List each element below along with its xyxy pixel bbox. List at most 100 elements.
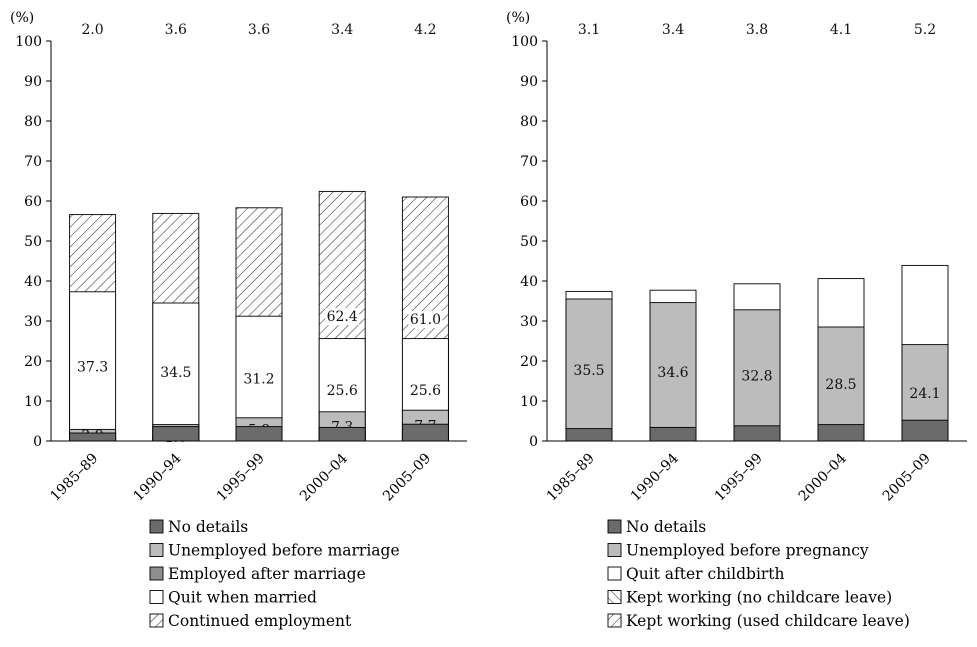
- label-bg: [408, 311, 443, 328]
- y-tick-label: 60: [520, 194, 538, 210]
- y-tick-label: 90: [24, 74, 42, 90]
- data-label-no-details: 4.2: [414, 22, 436, 38]
- legend-item-quit-when-married: Quit when married: [149, 589, 317, 607]
- y-tick-label: 20: [520, 354, 538, 370]
- y-tick-label: 0: [33, 434, 42, 450]
- segment-no-details: [733, 425, 781, 442]
- legend-label: Employed after marriage: [168, 565, 366, 583]
- legend-label: Quit after childbirth: [626, 565, 785, 583]
- data-label-quit-when-married: 25.6: [410, 383, 441, 399]
- y-tick-label: 20: [24, 354, 42, 370]
- data-label-no-details: 3.8: [746, 22, 768, 38]
- legend-item-employed-after-marriage: Employed after marriage: [149, 565, 366, 583]
- legend-swatch: [149, 543, 164, 557]
- segment-no-details: [565, 428, 613, 442]
- x-tick-label: 2000–04: [796, 450, 850, 504]
- x-tick-label: 2000–04: [297, 450, 351, 504]
- bar-1985-89: 5.718.337.435.53.1: [565, 22, 613, 442]
- segment-no-details: [901, 419, 949, 442]
- legend-label: Unemployed before pregnancy: [626, 542, 869, 560]
- x-tick-label: 2005–09: [380, 451, 434, 505]
- legend-swatch: [607, 590, 622, 604]
- legend-swatch: [149, 590, 164, 604]
- y-tick-label: 10: [24, 394, 42, 410]
- legend-swatch: [607, 566, 622, 581]
- y-unit-label: (%): [506, 10, 530, 26]
- bar-2000-04: 14.811.940.628.54.1: [817, 22, 865, 442]
- bar-1990-94: 56.934.51.04.13.6: [152, 22, 200, 446]
- legend-label: Continued employment: [168, 612, 352, 630]
- segment-quit-when-married: [69, 291, 117, 442]
- data-label-no-details: 4.1: [830, 22, 852, 38]
- data-label-unemployed-before-pregnancy: 35.5: [573, 363, 604, 379]
- segment-unemployed-before-pregnancy: [565, 298, 613, 442]
- data-label-no-details: 3.6: [165, 22, 187, 38]
- data-label-continued-employment: 61.0: [410, 312, 441, 328]
- chart-left-marriage: (%) 0 10 20 30 40 50 60 70 80 90 100 56.637.31.12.92…: [10, 10, 467, 630]
- segment-no-details: [69, 432, 117, 442]
- y-tick-label: 70: [24, 154, 42, 170]
- x-tick-label: 2005–09: [880, 451, 934, 505]
- x-tick-label: 1985–89: [47, 451, 101, 505]
- segment-no-details: [817, 424, 865, 442]
- bar-2005-09: 17.19.743.924.15.2: [901, 22, 949, 442]
- data-label-unemployed-before-pregnancy: 28.5: [825, 377, 856, 393]
- legend-item-no-details: No details: [149, 518, 248, 536]
- bar-2000-04: 62.425.61.27.33.4: [318, 22, 366, 445]
- legend-label: Kept working (used childcare leave): [626, 612, 910, 630]
- legend-swatch: [149, 566, 164, 581]
- bar-1990-94: 8.116.337.734.63.4: [649, 22, 697, 442]
- data-label-unemployed-before-pregnancy: 24.1: [909, 386, 940, 402]
- legend-item-unemployed-before-pregnancy: Unemployed before pregnancy: [607, 542, 869, 560]
- legend-label: No details: [626, 518, 706, 536]
- y-tick-label: 50: [520, 234, 538, 250]
- y-tick-label: 50: [24, 234, 42, 250]
- data-label-no-details: 2.0: [81, 22, 103, 38]
- legend-swatch: [607, 543, 622, 557]
- data-label-unemployed-before-pregnancy: 34.6: [657, 365, 688, 381]
- y-unit-label: (%): [10, 10, 34, 26]
- legend-swatch: [607, 613, 622, 628]
- y-tick-label: 10: [520, 394, 538, 410]
- data-label-no-details: 3.6: [248, 22, 270, 38]
- y-tick-label: 30: [520, 314, 538, 330]
- y-tick-label: 100: [511, 34, 538, 50]
- legend-label: Quit when married: [168, 589, 317, 607]
- x-tick-label: 1995–99: [214, 451, 268, 505]
- legend-item-continued-employment: Continued employment: [149, 612, 352, 630]
- bar-1995-99: 11.213.039.332.83.8: [733, 22, 781, 442]
- legend-item-unemployed-before-marriage: Unemployed before marriage: [149, 542, 400, 560]
- data-label-quit-when-married: 34.5: [160, 365, 191, 381]
- label-bg: [325, 308, 360, 326]
- data-label-no-details: 3.4: [662, 22, 684, 38]
- y-tick-label: 80: [520, 114, 538, 130]
- segment-no-details: [318, 426, 366, 442]
- segment-no-details: [649, 426, 697, 442]
- legend-label: Unemployed before marriage: [168, 542, 400, 560]
- y-tick-label: 40: [520, 274, 538, 290]
- legend-item-no-details: No details: [607, 518, 706, 536]
- bar-1985-89: 56.637.31.12.92.0: [69, 22, 117, 446]
- data-label-quit-when-married: 25.6: [327, 383, 358, 399]
- y-tick-label: 90: [520, 74, 538, 90]
- bar-2005-09: 61.025.61.57.74.2: [401, 22, 449, 444]
- data-label-quit-when-married: 31.2: [243, 372, 274, 388]
- bar-1995-99: 58.331.21.25.83.6: [235, 22, 283, 445]
- y-tick-label: 80: [24, 114, 42, 130]
- data-label-no-details: 3.1: [578, 22, 600, 38]
- legend-label: Kept working (no childcare leave): [626, 589, 892, 607]
- legend-swatch: [149, 519, 164, 534]
- legend-item-kept-working-no-childcare-leave: Kept working (no childcare leave): [607, 589, 892, 607]
- legend-item-kept-working-used-childcare-leave: Kept working (used childcare leave): [607, 612, 910, 630]
- y-tick-label: 70: [520, 154, 538, 170]
- data-label-no-details: 3.4: [331, 22, 353, 38]
- data-label-unemployed-before-pregnancy: 32.8: [741, 368, 772, 384]
- y-tick-label: 40: [24, 274, 42, 290]
- legend-swatch: [149, 613, 164, 628]
- x-tick-label: 1995–99: [712, 451, 766, 505]
- y-tick-label: 0: [529, 434, 538, 450]
- legend-label: No details: [168, 518, 248, 536]
- x-tick-label: 1990–94: [131, 450, 185, 504]
- data-label-quit-when-married: 37.3: [77, 359, 108, 375]
